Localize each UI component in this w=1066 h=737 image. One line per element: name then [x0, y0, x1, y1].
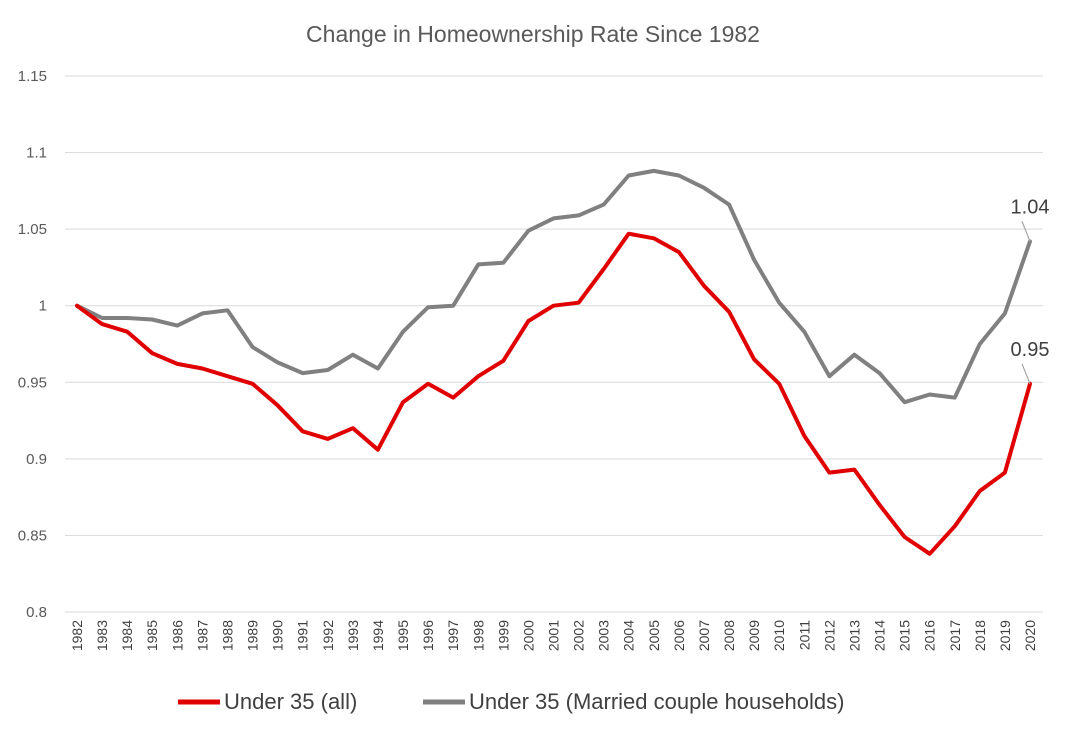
x-tick-label: 2001	[546, 620, 562, 651]
legend-label-under-35-all: Under 35 (all)	[224, 689, 357, 714]
y-tick-label: 0.9	[26, 451, 47, 468]
x-tick-label: 1994	[370, 620, 386, 651]
x-tick-label: 2014	[872, 620, 888, 651]
x-tick-label: 1985	[144, 620, 160, 651]
x-tick-label: 2015	[897, 620, 913, 651]
y-tick-label: 0.95	[18, 374, 47, 391]
series-lines	[75, 168, 1032, 556]
x-tick-label: 2016	[922, 620, 938, 651]
x-tick-label: 1996	[420, 620, 436, 651]
y-axis-ticks: 0.8 0.85 0.9 0.95 1 1.05 1.1 1.15	[18, 68, 47, 621]
x-tick-label: 1983	[94, 620, 110, 651]
legend: Under 35 (all) Under 35 (Married couple …	[178, 689, 844, 714]
x-tick-label: 1997	[445, 620, 461, 651]
series-line	[75, 231, 1032, 556]
x-tick-label: 2002	[571, 620, 587, 651]
data-label: 1.04	[1011, 196, 1050, 218]
x-tick-label: 1992	[320, 620, 336, 651]
annotation-leader	[1021, 363, 1031, 385]
legend-label-under-35-married: Under 35 (Married couple households)	[469, 689, 844, 714]
x-tick-label: 2019	[997, 620, 1013, 651]
x-tick-label: 2017	[947, 620, 963, 651]
x-tick-label: 2007	[696, 620, 712, 651]
x-tick-label: 2003	[596, 620, 612, 651]
data-annotations: 1.04 0.95	[1011, 196, 1050, 385]
x-tick-label: 1982	[69, 620, 85, 651]
x-axis-ticks: 1982 1983 1984 1985 1986 1987 1988 1989 1990 1991…	[69, 620, 1038, 651]
annotation-leader	[1021, 221, 1031, 242]
y-tick-label: 1.15	[18, 68, 47, 85]
x-tick-label: 1990	[270, 620, 286, 651]
chart-title: Change in Homeownership Rate Since 1982	[306, 21, 760, 47]
gridlines	[65, 75, 1043, 613]
x-tick-label: 2012	[821, 620, 837, 651]
y-tick-label: 0.8	[26, 604, 47, 621]
y-tick-label: 1	[39, 298, 47, 315]
x-tick-label: 1999	[495, 620, 511, 651]
x-tick-label: 1984	[119, 620, 135, 651]
x-tick-label: 2020	[1022, 620, 1038, 651]
x-tick-label: 1986	[169, 620, 185, 651]
x-tick-label: 2006	[671, 620, 687, 651]
x-tick-label: 2000	[520, 620, 536, 651]
x-tick-label: 2013	[846, 620, 862, 651]
x-tick-label: 1988	[219, 620, 235, 651]
x-tick-label: 2011	[796, 620, 812, 650]
data-label: 0.95	[1011, 339, 1050, 361]
y-tick-label: 0.85	[18, 527, 47, 544]
x-tick-label: 1993	[345, 620, 361, 651]
x-tick-label: 1991	[295, 620, 311, 651]
x-tick-label: 2010	[771, 620, 787, 651]
x-tick-label: 2018	[972, 620, 988, 651]
x-tick-label: 1989	[245, 620, 261, 651]
series-line	[75, 168, 1032, 405]
x-tick-label: 2004	[621, 620, 637, 651]
x-tick-label: 1987	[194, 620, 210, 651]
x-tick-label: 2005	[646, 620, 662, 651]
x-tick-label: 2009	[746, 620, 762, 651]
x-tick-label: 1995	[395, 620, 411, 651]
y-tick-label: 1.05	[18, 221, 47, 238]
x-tick-label: 2008	[721, 620, 737, 651]
x-tick-label: 1998	[470, 620, 486, 651]
y-tick-label: 1.1	[26, 145, 47, 162]
